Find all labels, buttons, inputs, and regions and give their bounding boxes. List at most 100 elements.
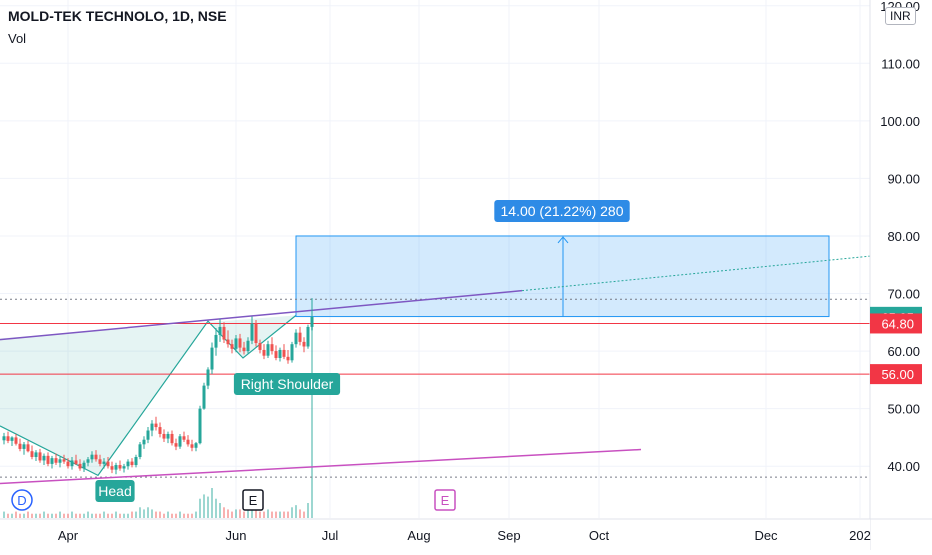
candle-body — [310, 316, 314, 327]
candle-body — [62, 459, 66, 462]
volume-bar — [299, 509, 301, 518]
volume-bar — [95, 513, 97, 518]
candle-body — [10, 437, 14, 441]
volume-bar — [147, 507, 149, 518]
candle-body — [86, 459, 90, 463]
volume-bar — [67, 513, 69, 518]
candle-body — [246, 340, 250, 352]
volume-bar — [123, 513, 125, 518]
volume-bar — [127, 513, 129, 518]
earnings-upcoming-text: E — [441, 493, 450, 508]
volume-bar — [223, 507, 225, 518]
candle-body — [258, 343, 262, 350]
price-range-label-text: 14.00 (21.22%) 280 — [501, 203, 624, 219]
volume-bar — [243, 511, 245, 518]
price-axis-bg — [870, 0, 932, 550]
volume-bar — [179, 511, 181, 518]
volume-bar — [19, 513, 21, 518]
price-tick-label: 100.00 — [880, 114, 920, 129]
candle-body — [162, 433, 166, 439]
volume-bar — [31, 513, 33, 518]
candle-body — [82, 462, 86, 469]
price-range-arrowhead — [557, 236, 569, 244]
volume-bar — [259, 511, 261, 518]
volume-bar — [167, 511, 169, 518]
volume-bar — [159, 511, 161, 518]
volume-bar — [63, 513, 65, 518]
price-tag-bg — [870, 364, 922, 385]
candle-body — [286, 356, 290, 361]
volume-bar — [227, 509, 229, 518]
volume-bar — [71, 511, 73, 518]
volume-bar — [47, 513, 49, 518]
candle-body — [122, 466, 126, 469]
volume-bar — [7, 513, 9, 518]
volume-bar — [139, 507, 141, 518]
volume-bar — [27, 511, 29, 518]
volume-bar — [175, 513, 177, 518]
candle-body — [142, 439, 146, 445]
candle-body — [34, 452, 38, 457]
candle-body — [150, 423, 154, 431]
price-tick-label: 90.00 — [887, 171, 920, 186]
time-tick-label: Oct — [589, 528, 610, 543]
volume-bar — [163, 513, 165, 518]
candle-body — [262, 349, 266, 356]
candle-body — [166, 433, 170, 439]
volume-bar — [59, 511, 61, 518]
volume-bar — [107, 513, 109, 518]
candle-body — [290, 344, 294, 361]
volume-bar — [119, 513, 121, 518]
volume-bar — [191, 513, 193, 518]
time-axis-bg — [0, 519, 870, 551]
volume-bar — [15, 511, 17, 518]
volume-bar — [303, 511, 305, 518]
candle-body — [6, 436, 10, 441]
dividend-marker-circle — [11, 489, 33, 511]
price-tag: 64.80 — [870, 313, 922, 334]
volume-bar — [199, 498, 201, 518]
volume-bar — [3, 511, 5, 518]
volume-bar — [287, 511, 289, 518]
price-tag-bg — [870, 313, 922, 334]
volume-bar — [235, 509, 237, 518]
volume-bar — [187, 513, 189, 518]
volume-bar — [83, 513, 85, 518]
volume-bar — [219, 503, 221, 518]
volume-bar — [135, 511, 137, 518]
candle-body — [158, 427, 162, 434]
price-range-label: 14.00 (21.22%) 280 — [494, 200, 630, 222]
right-shoulder-label-bg — [233, 373, 341, 395]
candle-body — [2, 436, 6, 441]
price-tick-label: 70.00 — [887, 287, 920, 302]
volume-bar — [263, 511, 265, 518]
candle-body — [230, 344, 234, 349]
volume-bar — [279, 511, 281, 518]
volume-bar — [183, 513, 185, 518]
candle-body — [218, 326, 222, 335]
volume-bar — [51, 513, 53, 518]
currency-button[interactable]: INR — [885, 7, 916, 25]
earnings-marker-text: E — [249, 493, 258, 508]
volume-bar — [143, 509, 145, 518]
candle-body — [126, 461, 130, 467]
head-label-text: Head — [98, 483, 131, 499]
volume-bar — [151, 509, 153, 518]
time-tick-label: Jun — [226, 528, 247, 543]
candle-body — [306, 326, 310, 347]
volume-bar — [75, 513, 77, 518]
time-tick-label: 202 — [849, 528, 871, 543]
earnings-marker: E — [242, 489, 264, 511]
volume-bar — [111, 513, 113, 518]
volume-bar — [195, 511, 197, 518]
candle-body — [74, 460, 78, 464]
candle-body — [274, 351, 278, 358]
volume-indicator-label[interactable]: Vol — [8, 31, 27, 46]
candle-body — [110, 466, 114, 470]
candle-body — [234, 338, 238, 349]
candle-body — [190, 444, 194, 448]
candle-body — [198, 408, 202, 444]
candle-body — [46, 455, 50, 464]
